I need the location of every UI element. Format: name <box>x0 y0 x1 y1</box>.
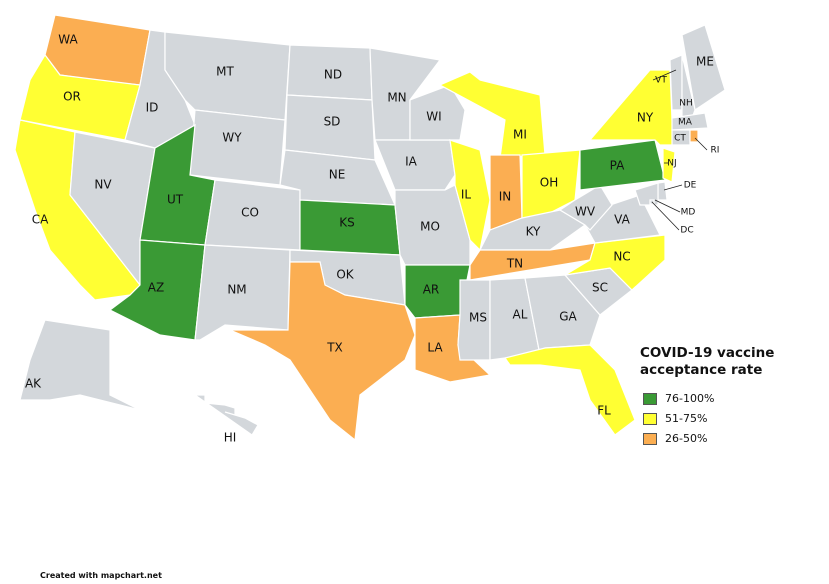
leader-line <box>654 199 681 213</box>
state-label: MD <box>681 208 696 218</box>
state-label: OR <box>63 90 81 104</box>
state-shape <box>671 112 709 131</box>
state-label: SD <box>324 115 341 129</box>
legend-swatch <box>643 433 657 445</box>
state-label: TX <box>326 341 343 355</box>
state-shape <box>671 129 691 146</box>
state-label: AL <box>513 308 528 322</box>
state-label: GA <box>559 310 577 324</box>
state-label: WA <box>58 33 78 47</box>
state-shape <box>681 24 726 112</box>
legend-label: 51-75% <box>665 412 708 425</box>
state-label: WV <box>575 205 596 219</box>
leader-line <box>663 184 683 191</box>
state-label: MS <box>469 311 487 325</box>
state-label: ND <box>324 68 342 82</box>
state-label: KY <box>526 225 541 239</box>
footer: Created with mapchart.net <box>40 571 162 580</box>
state-label: TN <box>506 257 523 271</box>
state-label: AR <box>423 283 440 297</box>
state-label: AZ <box>148 281 164 295</box>
legend-label: 76-100% <box>665 392 715 405</box>
state-label: ME <box>696 55 714 69</box>
state-label: NE <box>329 168 346 182</box>
state-shape <box>438 71 546 159</box>
state-label: IL <box>461 188 472 202</box>
state-label: NC <box>613 250 630 264</box>
state-label: RI <box>711 146 720 156</box>
state-label: VT <box>655 76 667 86</box>
state-label: KS <box>339 216 355 230</box>
leader-line <box>651 201 680 231</box>
state-shape <box>503 344 636 436</box>
state-label: SC <box>592 281 608 295</box>
state-label: IA <box>405 155 418 169</box>
state-label: AK <box>25 377 42 391</box>
legend-label: 26-50% <box>665 432 708 445</box>
state-label: MO <box>420 220 440 234</box>
leader-line <box>652 69 677 81</box>
state-label: WY <box>222 131 242 145</box>
state-label: CA <box>32 213 49 227</box>
state-label: CO <box>241 206 259 220</box>
state-label: NH <box>679 99 693 109</box>
state-label: DC <box>680 226 693 236</box>
state-label: OK <box>336 268 354 282</box>
state-label: NM <box>227 283 246 297</box>
state-label: MT <box>216 65 234 79</box>
state-label: LA <box>427 341 443 355</box>
state-label: NY <box>637 111 654 125</box>
legend-title: COVID-19 vaccine acceptance rate <box>640 345 775 378</box>
state-label: HI <box>224 431 237 445</box>
state-label: DE <box>684 181 697 191</box>
state-label: MA <box>678 118 693 128</box>
state-label: PA <box>610 159 625 173</box>
state-label: UT <box>167 193 184 207</box>
state-shape <box>19 319 141 411</box>
state-shape <box>521 149 581 219</box>
state-shape <box>579 139 666 191</box>
state-label: FL <box>597 404 611 418</box>
state-shape <box>193 394 259 436</box>
state-shape <box>564 234 666 291</box>
state-shape <box>189 109 286 186</box>
state-label: NV <box>94 178 112 192</box>
leader-line <box>694 137 708 151</box>
state-shape <box>662 147 676 183</box>
state-label: WI <box>426 110 441 124</box>
state-label: ID <box>146 101 159 115</box>
state-shape <box>657 181 668 201</box>
state-label: CT <box>674 134 686 144</box>
state-shape <box>229 261 416 442</box>
state-label: MI <box>513 128 527 142</box>
legend-swatch <box>643 413 657 425</box>
state-label: OH <box>540 176 558 190</box>
state-label: VA <box>614 213 630 227</box>
state-label: NJ <box>667 159 676 169</box>
state-shape <box>449 139 491 252</box>
legend-swatch <box>643 393 657 405</box>
state-label: IN <box>499 190 512 204</box>
state-label: MN <box>387 91 406 105</box>
